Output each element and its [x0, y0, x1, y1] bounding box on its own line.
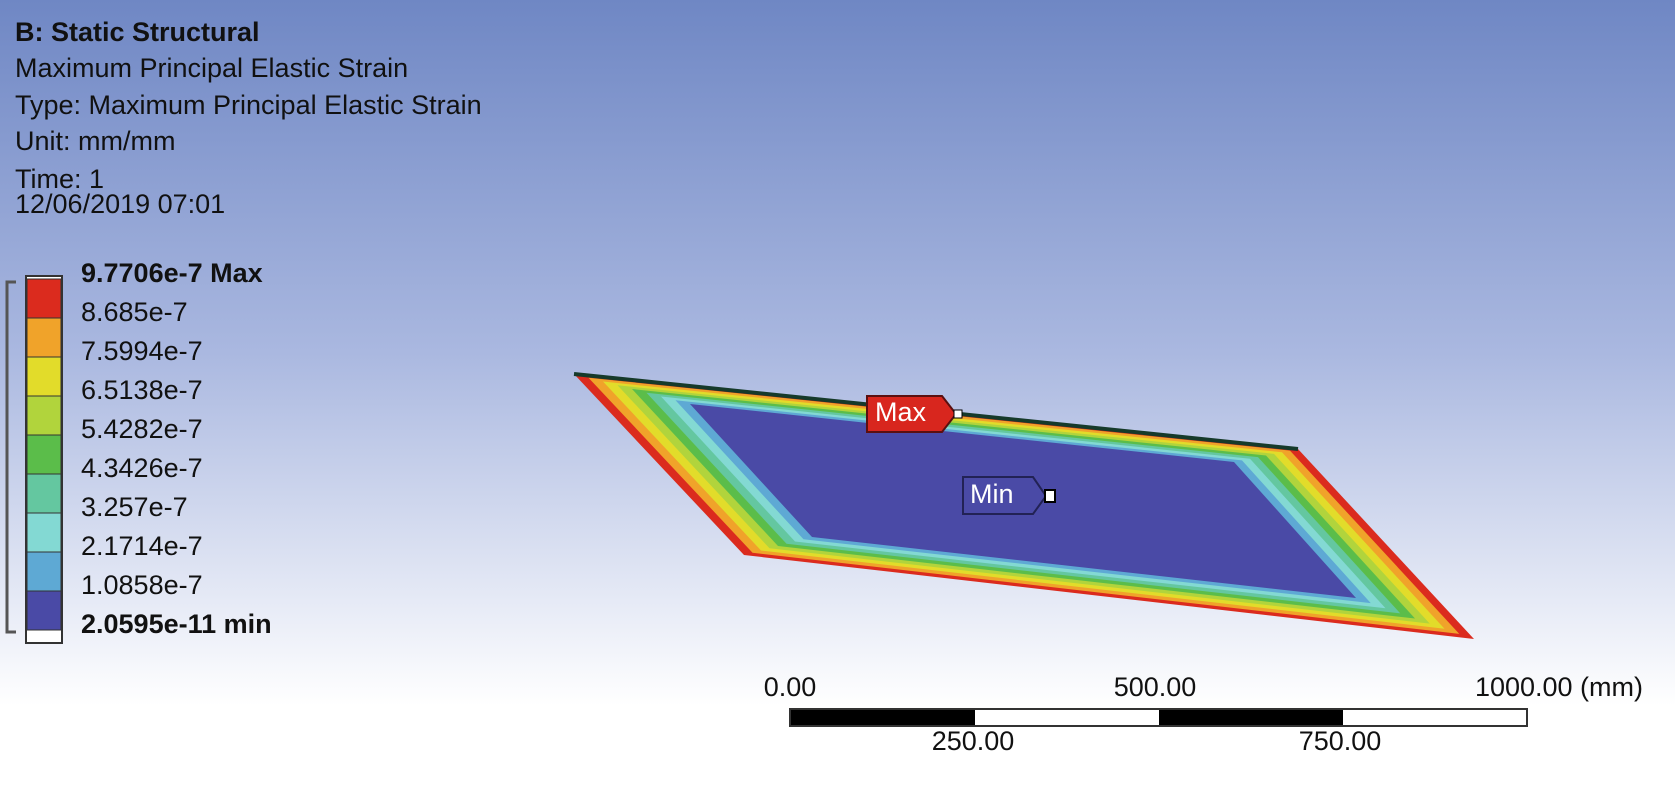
max-probe: Max — [866, 395, 963, 433]
scale-segment — [1159, 710, 1343, 725]
header-line: Maximum Principal Elastic Strain — [15, 53, 408, 83]
legend-band — [26, 434, 62, 475]
scale-label: 0.00 — [764, 672, 817, 702]
header-title: B: Static Structural — [15, 17, 260, 47]
legend-bracket — [5, 280, 16, 634]
header-line: Time: 1 — [15, 164, 104, 194]
legend-label: 1.0858e-7 — [81, 570, 203, 600]
legend-band — [26, 395, 62, 436]
min-label: Min — [970, 479, 1014, 509]
legend-band — [26, 356, 62, 397]
min-probe: Min — [962, 476, 1056, 515]
header-line: Type: Maximum Principal Elastic Strain — [15, 90, 482, 120]
legend-band — [26, 512, 62, 553]
max-tag — [866, 395, 958, 433]
legend-label: 9.7706e-7 Max — [81, 258, 263, 288]
scale-label: 1000.00 (mm) — [1475, 672, 1643, 702]
legend-band — [26, 551, 62, 592]
legend-band — [26, 473, 62, 514]
legend-label: 6.5138e-7 — [81, 375, 203, 405]
legend-band — [26, 278, 62, 319]
header-line: 12/06/2019 07:01 — [15, 189, 225, 219]
legend-band — [26, 317, 62, 358]
scale-label: 500.00 — [1114, 672, 1197, 702]
legend-label: 5.4282e-7 — [81, 414, 203, 444]
legend-band — [26, 590, 62, 631]
max-label: Max — [875, 397, 927, 427]
legend-label: 2.1714e-7 — [81, 531, 203, 561]
scale-label: 250.00 — [932, 726, 1015, 756]
scale-segment — [791, 710, 975, 725]
min-marker — [1044, 489, 1056, 503]
legend-label: 2.0595e-11 min — [81, 609, 272, 639]
legend-label: 4.3426e-7 — [81, 453, 203, 483]
legend-label: 7.5994e-7 — [81, 336, 203, 366]
min-tag — [962, 476, 1048, 515]
max-marker — [953, 409, 963, 419]
legend-label: 8.685e-7 — [81, 297, 188, 327]
scale-bar — [789, 708, 1528, 727]
legend-label: 3.257e-7 — [81, 492, 188, 522]
scale-label: 750.00 — [1299, 726, 1382, 756]
header-line: Unit: mm/mm — [15, 126, 175, 156]
